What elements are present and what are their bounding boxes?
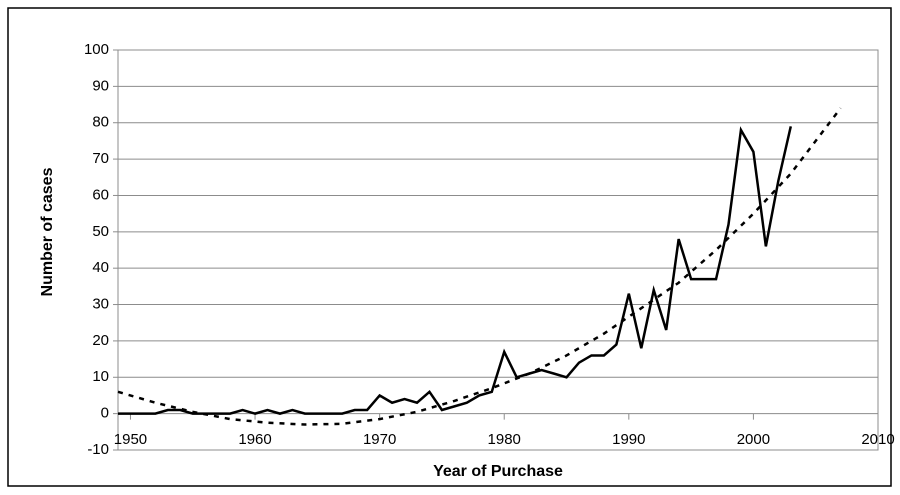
x-tick-label: 2010 [861, 431, 894, 448]
x-tick-label: 2000 [737, 431, 770, 448]
y-tick-label: 50 [92, 223, 109, 240]
y-tick-label: 70 [92, 150, 109, 167]
x-axis-title: Year of Purchase [433, 463, 563, 480]
data-line [118, 126, 793, 415]
y-tick-label: 20 [92, 332, 109, 349]
frame [7, 7, 892, 487]
y-tick-label: -10 [87, 441, 109, 458]
y-tick-label: 100 [84, 41, 109, 58]
y-axis-title: Number of cases [39, 167, 56, 296]
y-tick-label: 90 [92, 77, 109, 94]
x-tick-label: 1950 [114, 431, 147, 448]
y-tick-label: 10 [92, 368, 109, 385]
y-tick-label: 60 [92, 186, 109, 203]
y-tick-label: 80 [92, 114, 109, 131]
x-tick-label: 1960 [238, 431, 271, 448]
x-tick-label: 1980 [488, 431, 521, 448]
y-tick-label: 40 [92, 259, 109, 276]
y-tick-label: 30 [92, 296, 109, 313]
trend-line [117, 107, 842, 426]
x-tick-label: 1970 [363, 431, 396, 448]
y-tick-label: 0 [101, 405, 109, 422]
plot-border [117, 49, 879, 451]
x-tick-label: 1990 [612, 431, 645, 448]
